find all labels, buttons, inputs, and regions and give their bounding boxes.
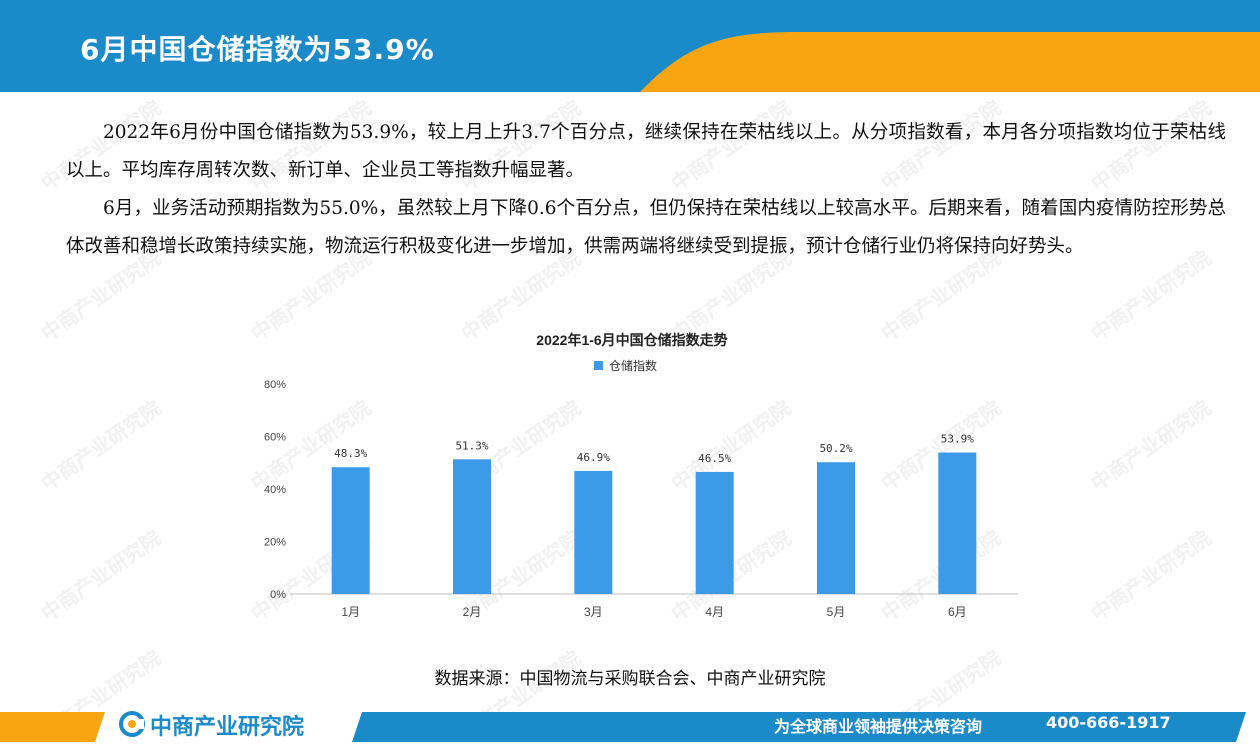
data-label: 48.3% [334, 447, 367, 460]
x-tick-label: 1月 [341, 605, 360, 619]
chart-container: 2022年1-6月中国仓储指数走势 仓储指数 0% 20% 40% 60% 80% 48.… [230, 322, 1030, 642]
x-tick-label: 3月 [584, 605, 603, 619]
y-tick-label: 20% [264, 537, 286, 549]
y-tick-label: 0% [270, 589, 286, 601]
data-label: 46.5% [698, 452, 731, 465]
bar [695, 471, 734, 594]
data-label: 53.9% [941, 433, 974, 446]
legend-swatch [594, 361, 603, 370]
footer-bar [0, 706, 1260, 748]
y-tick-label: 80% [264, 379, 286, 391]
bar [938, 452, 977, 594]
footer-shape [0, 712, 1246, 742]
legend-label: 仓储指数 [609, 358, 657, 373]
x-tick-label: 5月 [827, 605, 846, 619]
chart-title: 2022年1-6月中国仓储指数走势 [536, 332, 727, 348]
footer-slogan: 为全球商业领袖提供决策咨询 [774, 717, 983, 736]
watermark: 中商产业研究院 [36, 525, 166, 626]
x-tick-label: 6月 [948, 605, 967, 619]
bar [331, 467, 370, 594]
y-tick-label: 40% [264, 484, 286, 496]
logo-icon [119, 711, 145, 737]
watermark: 中商产业研究院 [1086, 525, 1216, 626]
x-tick-label: 2月 [463, 605, 482, 619]
header-shape [0, 0, 1260, 92]
paragraph-1: 2022年6月份中国仓储指数为53.9%，较上月上升3.7个百分点，继续保持在荣… [66, 122, 1226, 181]
page-title: 6月中国仓储指数为53.9% [80, 33, 435, 66]
body-text: 2022年6月份中国仓储指数为53.9%，较上月上升3.7个百分点，继续保持在荣… [66, 114, 1226, 266]
bar-chart: 2022年1-6月中国仓储指数走势 仓储指数 0% 20% 40% 60% 80% 48.… [264, 332, 1018, 619]
data-source: 数据来源：中国物流与采购联合会、中商产业研究院 [434, 669, 826, 689]
bar [453, 459, 491, 594]
y-tick-label: 60% [264, 432, 286, 444]
data-label: 50.2% [819, 442, 852, 455]
x-tick-label: 4月 [705, 605, 724, 619]
data-label: 46.9% [577, 451, 610, 464]
watermark: 中商产业研究院 [36, 395, 166, 496]
watermark: 中商产业研究院 [1086, 395, 1216, 496]
data-label: 51.3% [455, 439, 488, 452]
bar [817, 462, 855, 594]
paragraph-2: 6月，业务活动预期指数为55.0%，虽然较上月下降0.6个百分点，但仍保持在荣枯… [66, 198, 1226, 257]
header-banner: 6月中国仓储指数为53.9% [0, 0, 1260, 92]
footer-phone: 400-666-1917 [1046, 713, 1171, 732]
bar [574, 470, 613, 594]
logo-text: 中商产业研究院 [150, 715, 305, 740]
